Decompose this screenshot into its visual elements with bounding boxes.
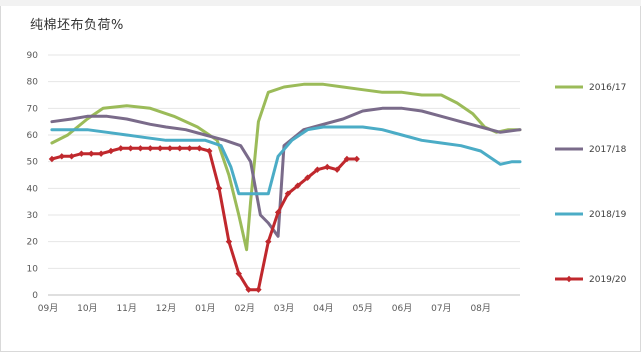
legend-marker (565, 275, 573, 283)
x-axis: 09月 10月 11月 12月 01月 02月 03月 04月 05月 06月 07月 08月 (38, 303, 491, 314)
x-tick-label: 02月 (234, 303, 254, 314)
series-line-2018-19 (50, 125, 522, 196)
y-tick-label: 40 (27, 184, 39, 194)
data-point (353, 155, 360, 163)
data-point (225, 238, 233, 245)
data-point (333, 166, 341, 173)
data-point (294, 182, 301, 189)
y-tick-label: 60 (27, 131, 39, 141)
data-point (68, 153, 75, 160)
x-tick-label: 12月 (156, 303, 176, 314)
data-point (284, 190, 292, 197)
data-point (324, 163, 331, 171)
top-strip (0, 0, 641, 6)
x-tick-label: 05月 (352, 303, 372, 314)
data-point (255, 286, 262, 293)
data-point (314, 166, 321, 173)
x-tick-label: 01月 (195, 303, 215, 314)
data-point (196, 145, 203, 152)
data-point (176, 145, 183, 152)
data-point (274, 209, 282, 216)
data-point (137, 145, 144, 152)
data-point (304, 174, 311, 181)
data-point (265, 238, 272, 245)
y-tick-label: 80 (27, 78, 39, 88)
x-tick-label: 04月 (313, 303, 333, 314)
series-line-2017-18 (50, 106, 522, 238)
data-point (166, 145, 174, 152)
y-tick-label: 20 (27, 238, 39, 248)
y-tick-label: 50 (27, 158, 39, 168)
data-point (186, 145, 193, 152)
x-tick-label: 11月 (116, 303, 136, 314)
data-point (127, 145, 134, 152)
y-tick-label: 10 (27, 264, 39, 274)
data-point (97, 150, 105, 157)
data-point (117, 145, 124, 152)
data-point (156, 145, 164, 152)
data-point (245, 286, 252, 293)
data-point (107, 147, 115, 155)
data-point (48, 155, 56, 163)
y-tick-label: 90 (27, 51, 39, 61)
data-point (58, 153, 65, 160)
data-point (215, 185, 223, 192)
y-tick-label: 0 (32, 291, 38, 301)
data-point (78, 150, 85, 157)
legend-label: 2018/19 (589, 210, 627, 220)
y-tick-label: 70 (27, 104, 39, 114)
series-line-2016-17 (50, 82, 522, 252)
gridlines (48, 54, 520, 296)
legend-label: 2019/20 (589, 275, 627, 285)
legend-label: 2016/17 (589, 83, 626, 93)
y-axis: 0 10 20 30 40 50 60 70 80 90 (27, 51, 39, 301)
x-tick-label: 06月 (392, 303, 412, 314)
x-tick-label: 08月 (470, 303, 490, 314)
x-tick-label: 07月 (431, 303, 451, 314)
data-point (147, 145, 154, 152)
x-tick-label: 03月 (274, 303, 294, 314)
data-point (206, 147, 213, 155)
x-tick-label: 10月 (77, 303, 97, 314)
x-tick-label: 09月 (38, 303, 58, 314)
data-point (343, 155, 351, 163)
data-point (88, 150, 95, 157)
data-point (235, 270, 242, 277)
plot-area (48, 82, 522, 293)
legend: 2016/17 2017/18 2018/19 2019/20 (555, 83, 627, 285)
y-tick-label: 30 (27, 211, 39, 221)
chart-title: 纯棉坯布负荷% (30, 18, 124, 33)
legend-label: 2017/18 (589, 145, 627, 155)
